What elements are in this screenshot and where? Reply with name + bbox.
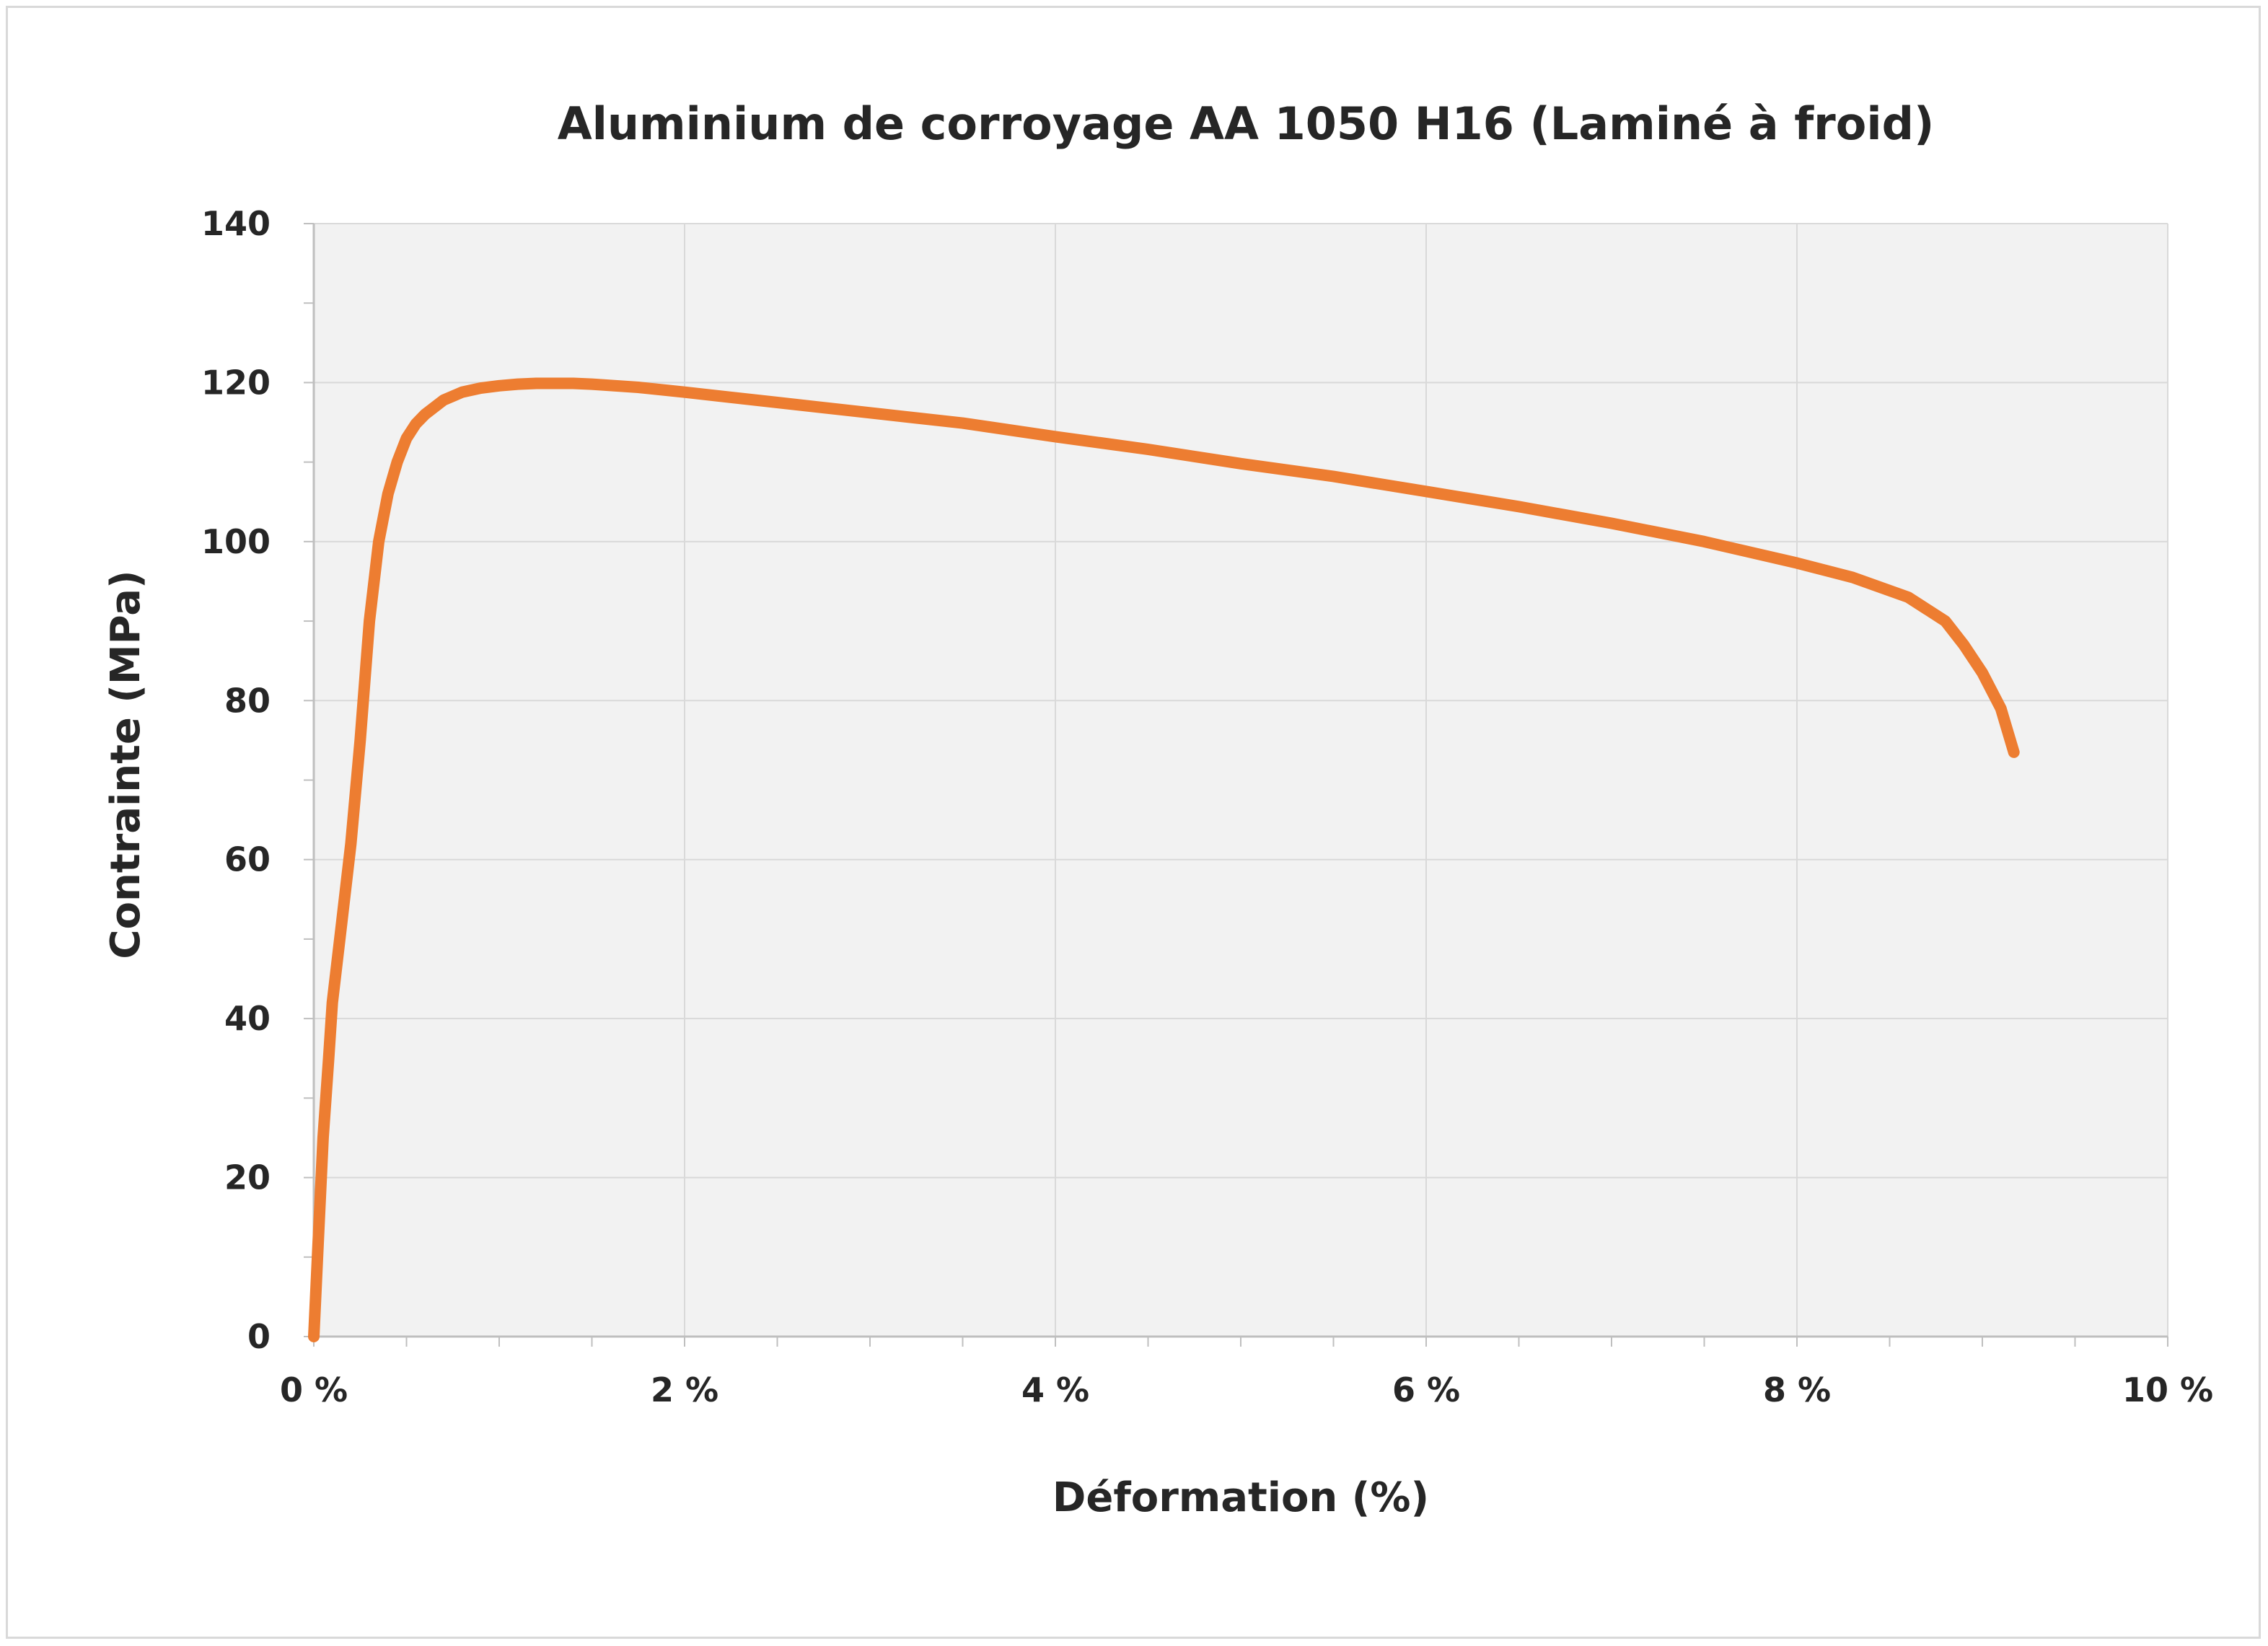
y-tick-label: 0 [247, 1317, 271, 1356]
x-tick-label: 0 % [280, 1370, 348, 1409]
y-tick-label: 60 [224, 840, 271, 879]
y-tick-label: 20 [224, 1158, 271, 1197]
y-tick-label: 120 [201, 363, 271, 402]
y-tick-label: 100 [201, 522, 271, 561]
x-tick-label: 4 % [1021, 1370, 1089, 1409]
x-tick-label: 2 % [651, 1370, 718, 1409]
y-axis-title: Contrainte (MPa) [102, 570, 149, 959]
x-tick-labels: 0 % 2 % 4 % 6 % 8 % 10 % [280, 1370, 2213, 1409]
plot-area [314, 224, 2168, 1337]
x-tick-label: 6 % [1392, 1370, 1460, 1409]
y-tick-labels: 0 20 40 60 80 100 120 140 [201, 204, 271, 1356]
x-axis-title: Déformation (%) [1052, 1474, 1429, 1521]
axes [304, 223, 2168, 1347]
series-line [308, 377, 2020, 1342]
y-tick-label: 40 [224, 999, 271, 1038]
chart-title: Aluminium de corroyage AA 1050 H16 (Lami… [558, 97, 1935, 150]
y-tick-label: 80 [224, 681, 271, 720]
y-tick-label: 140 [201, 204, 271, 243]
gridlines [314, 223, 2168, 1337]
x-tick-label: 8 % [1763, 1370, 1831, 1409]
x-tick-label: 10 % [2122, 1370, 2213, 1409]
